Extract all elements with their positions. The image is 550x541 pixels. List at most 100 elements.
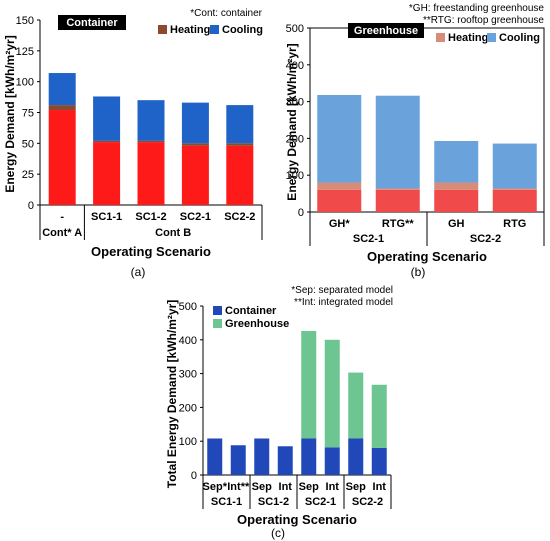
bar-segment-cooling [181,102,209,144]
bar-segment-base [93,142,121,205]
chart-title: Container [66,17,118,29]
y-tick-label: 75 [22,108,34,120]
bar-segment-base [434,189,479,212]
x-category-label: Sep* [203,481,228,493]
x-category-label: Int [279,481,293,493]
bar-segment-container [254,438,270,475]
y-tick-label: 150 [16,15,34,27]
x-category-label: RTG [503,218,526,230]
x-category-label: Sep [252,481,272,493]
y-tick-label: 200 [179,402,197,414]
bar-segment-greenhouse [348,372,364,439]
x-axis-title: Operating Scenario [91,244,211,259]
chart-a: 0 25 50 75 100 125 150 - SC1-1 SC1-2 SC2-1 SC2-2 Con… [3,8,263,279]
bar-segment-heating [48,105,76,111]
x-category-label: SC1-2 [135,211,166,223]
bar-segment-heating [137,140,165,143]
y-tick-label: 50 [22,138,34,150]
y-tick-label: 400 [179,335,197,347]
y-tick-label: 100 [286,170,304,182]
x-category-label: Int** [227,481,250,493]
chart-title: Greenhouse [354,25,418,37]
y-tick-label: 0 [191,470,197,482]
bar-segment-greenhouse [324,339,340,448]
footnote: *Sep: separated model [291,285,393,296]
group-label: Cont B [155,227,191,239]
group-label: SC2-2 [470,233,501,245]
group-label: SC2-2 [352,496,383,508]
x-category-label: Int [326,481,340,493]
x-category-label: Sep [346,481,366,493]
legend-label: Greenhouse [225,318,289,330]
bar-segment-heating [434,182,479,190]
figure-caption: (a) [131,265,146,279]
bar-segment-cooling [317,94,362,183]
bar-segment-base [375,189,420,212]
bar-segment-cooling [492,143,537,189]
chart-title-box [348,23,424,38]
x-category-label: - [60,211,64,223]
bar-segment-container [230,445,246,475]
x-category-label: SC2-2 [224,211,255,223]
x-category-label: SC1-1 [91,211,122,223]
bar-segment-heating [375,188,420,190]
bar-segment-cooling [434,140,479,183]
x-category-label: Sep [299,481,319,493]
group-label: SC1-2 [258,496,289,508]
y-tick-label: 125 [16,46,34,58]
y-tick-label: 300 [286,97,304,109]
footnote: **Int: integrated model [294,297,393,308]
legend-label: Container [225,305,277,317]
y-tick-label: 100 [179,436,197,448]
legend-swatch [213,306,222,315]
figure-caption: (c) [271,526,285,540]
bar-segment-base [48,110,76,205]
legend-swatch [158,25,167,34]
bar-segment-heating [226,143,254,146]
bar-segment-cooling [48,73,76,106]
bar-segment-container [207,438,223,475]
x-category-label: GH [448,218,465,230]
y-axis-title: Energy Demand [kWh/m²yr] [3,35,17,192]
legend-label: Cooling [222,24,263,36]
y-tick-label: 0 [298,207,304,219]
bar-segment-base [226,145,254,205]
chart-b: 0 100 200 300 400 500 GH* RTG** GH RTG SC2-1 SC2-2 O… [285,3,545,279]
bar-segment-base [181,145,209,205]
bar-segment-base [492,189,537,212]
bar-segment-container [277,446,293,475]
group-label: SC2-1 [353,233,384,245]
bar-segment-cooling [226,105,254,144]
legend-swatch [213,319,222,328]
bar-segment-cooling [375,95,420,189]
legend-swatch [436,33,445,42]
bar-segment-base [317,189,362,212]
legend-swatch [487,33,496,42]
y-tick-label: 300 [179,369,197,381]
bar-segment-heating [492,188,537,190]
footnote: *GH: freestanding greenhouse [409,3,545,14]
chart-title-box [58,15,126,30]
bar-segment-heating [181,143,209,146]
y-tick-label: 0 [28,200,34,212]
x-category-label: SC2-1 [180,211,211,223]
y-tick-label: 100 [16,77,34,89]
bar-segment-container [324,447,340,475]
y-tick-label: 25 [22,169,34,181]
footnote: *Cont: container [190,8,262,19]
x-axis-title: Operating Scenario [367,249,487,264]
bar-segment-container [371,447,387,475]
bar-segment-container [348,438,364,475]
group-label: Cont* A [42,227,82,239]
y-tick-label: 500 [286,23,304,35]
bar-segment-greenhouse [301,331,317,439]
y-axis-title: Total Energy Demand [kWh/m²yr] [165,300,179,488]
bar-segment-base [137,142,165,205]
legend-label: Cooling [499,32,540,44]
bar-segment-cooling [93,96,121,141]
y-tick-label: 200 [286,133,304,145]
bar-segment-container [301,438,317,475]
group-label: SC1-1 [211,496,242,508]
